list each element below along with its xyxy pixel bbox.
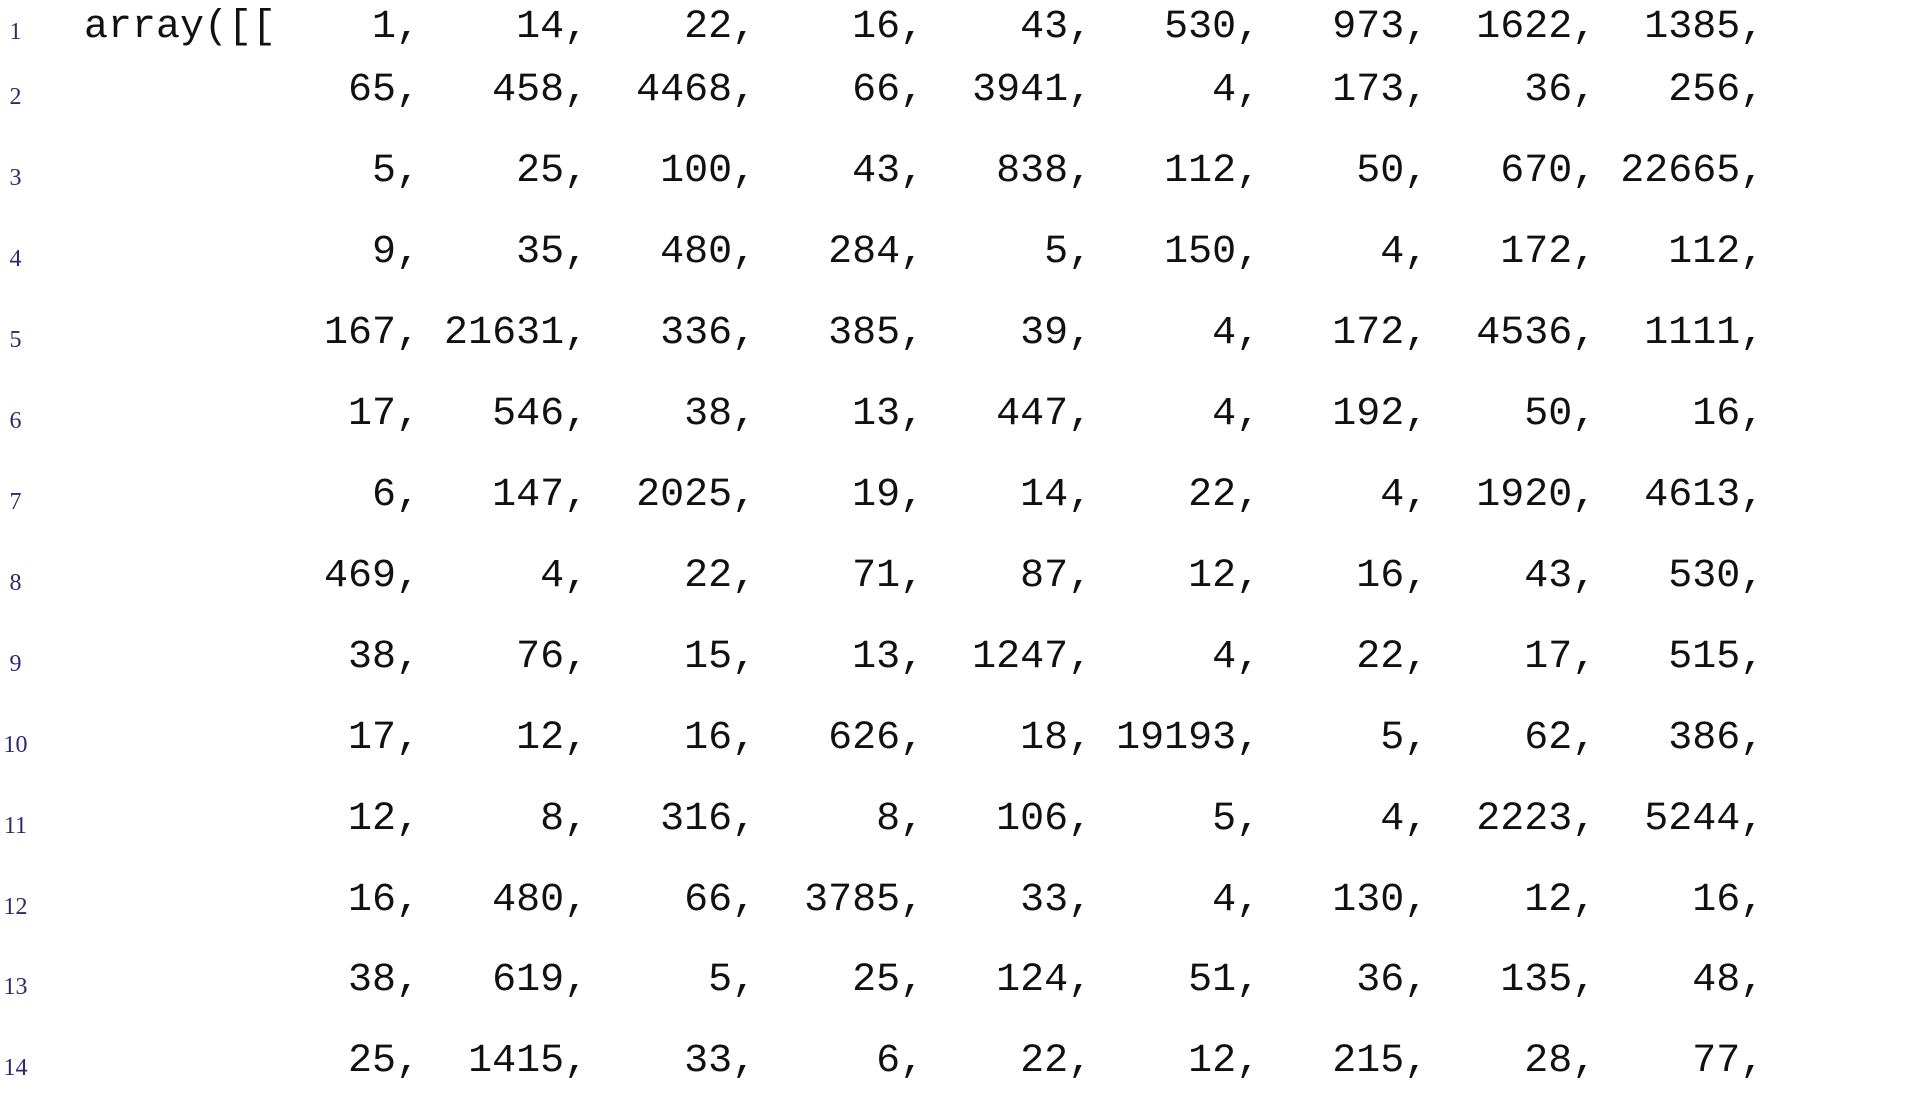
line-code: 167, 21631, 336, 385, 39, 4, 172, 4536, … [84, 311, 1765, 356]
line-code: 6, 147, 2025, 19, 14, 22, 4, 1920, 4613, [84, 473, 1765, 518]
line-number: 4 [9, 246, 22, 272]
line-number: 13 [3, 974, 28, 1000]
line-number: 11 [3, 813, 28, 839]
code-line: 14 25, 1415, 33, 6, 22, 12, 215, 28, 77, [0, 1040, 1915, 1120]
line-number: 9 [9, 651, 22, 677]
code-line: 7 6, 147, 2025, 19, 14, 22, 4, 1920, 461… [0, 476, 1915, 560]
line-number: 1 [9, 19, 22, 45]
code-line: 3 5, 25, 100, 43, 838, 112, 50, 670, 226… [0, 152, 1915, 240]
line-code: 16, 480, 66, 3785, 33, 4, 130, 12, 16, [84, 878, 1765, 923]
code-line: 1 array([[ 1, 14, 22, 16, 43, 530, 973, 1… [0, 0, 1915, 80]
line-code: array([[ 1, 14, 22, 16, 43, 530, 973, 16… [84, 5, 1765, 50]
line-number: 12 [3, 894, 28, 920]
code-line: 11 12, 8, 316, 8, 106, 5, 4, 2223, 5244, [0, 800, 1915, 880]
line-number: 2 [9, 84, 22, 110]
line-code: 38, 619, 5, 25, 124, 51, 36, 135, 48, [84, 958, 1765, 1003]
code-line: 10 17, 12, 16, 626, 18, 19193, 5, 62, 38… [0, 716, 1915, 800]
code-line: 12 16, 480, 66, 3785, 33, 4, 130, 12, 16… [0, 880, 1915, 960]
line-code: 17, 546, 38, 13, 447, 4, 192, 50, 16, [84, 392, 1765, 437]
code-viewer: 1 array([[ 1, 14, 22, 16, 43, 530, 973, 1… [0, 0, 1915, 1082]
line-code: 9, 35, 480, 284, 5, 150, 4, 172, 112, [84, 230, 1765, 275]
line-code: 12, 8, 316, 8, 106, 5, 4, 2223, 5244, [84, 797, 1765, 842]
code-line: 8 469, 4, 22, 71, 87, 12, 16, 43, 530, [0, 554, 1915, 640]
line-code: 65, 458, 4468, 66, 3941, 4, 173, 36, 256… [84, 68, 1765, 113]
line-number: 7 [9, 489, 22, 515]
code-line: 9 38, 76, 15, 13, 1247, 4, 22, 17, 515, [0, 635, 1915, 720]
line-number: 5 [9, 327, 22, 353]
line-code: 469, 4, 22, 71, 87, 12, 16, 43, 530, [84, 554, 1765, 599]
line-number: 14 [3, 1055, 28, 1081]
code-line: 5 167, 21631, 336, 385, 39, 4, 172, 4536… [0, 314, 1915, 400]
line-number: 3 [9, 165, 22, 191]
line-code: 17, 12, 16, 626, 18, 19193, 5, 62, 386, [84, 716, 1765, 761]
line-number: 6 [9, 408, 22, 434]
code-line: 2 65, 458, 4468, 66, 3941, 4, 173, 36, 2… [0, 71, 1915, 160]
code-line: 13 38, 619, 5, 25, 124, 51, 36, 135, 48, [0, 960, 1915, 1040]
line-number: 10 [3, 732, 28, 758]
code-line: 4 9, 35, 480, 284, 5, 150, 4, 172, 112, [0, 233, 1915, 320]
line-code: 25, 1415, 33, 6, 22, 12, 215, 28, 77, [84, 1039, 1765, 1084]
line-code: 38, 76, 15, 13, 1247, 4, 22, 17, 515, [84, 635, 1765, 680]
line-code: 5, 25, 100, 43, 838, 112, 50, 670, 22665… [84, 149, 1765, 194]
code-line: 6 17, 546, 38, 13, 447, 4, 192, 50, 16, [0, 395, 1915, 480]
line-number: 8 [9, 570, 22, 596]
